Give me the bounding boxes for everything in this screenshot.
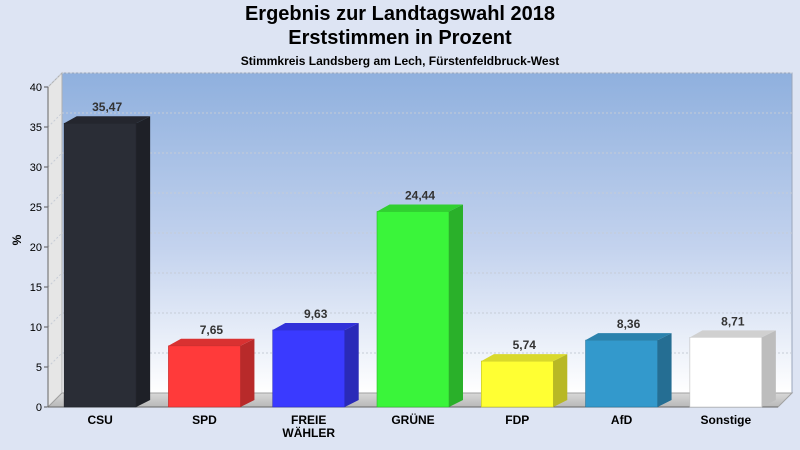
bar-side xyxy=(657,333,672,407)
grid-line-side xyxy=(47,152,63,168)
data-label: 9,63 xyxy=(304,307,328,321)
y-tick-label: 30 xyxy=(30,162,42,174)
bar-top xyxy=(168,338,255,346)
chart-title: Ergebnis zur Landtagswahl 2018 xyxy=(244,3,556,25)
bar-top xyxy=(272,322,359,330)
y-tick-label: 10 xyxy=(30,322,42,334)
bar-top xyxy=(689,330,776,338)
y-axis-label: % xyxy=(10,234,24,245)
x-tick-label: SPD xyxy=(192,413,217,427)
y-tick-label: 35 xyxy=(30,122,42,134)
bar-top xyxy=(481,354,568,362)
y-tick-label: 25 xyxy=(30,202,42,214)
data-label: 7,65 xyxy=(200,323,224,337)
y-tick-label: 5 xyxy=(36,362,42,374)
x-tick-label: WÄHLER xyxy=(282,425,335,440)
data-label: 8,71 xyxy=(721,314,745,328)
x-tick-label: Sonstige xyxy=(701,413,752,427)
bar-side xyxy=(240,338,255,407)
x-tick-label: FDP xyxy=(505,413,529,427)
x-tick-label: CSU xyxy=(87,413,112,427)
bar xyxy=(689,337,763,408)
chart-title-line2: Erststimmen in Prozent xyxy=(288,27,512,49)
bar xyxy=(480,360,554,408)
x-tick-label: AfD xyxy=(611,413,633,427)
data-label: 24,44 xyxy=(405,188,435,202)
grid-line-side xyxy=(47,312,63,328)
bar-top xyxy=(64,116,151,124)
bar-side xyxy=(136,116,151,408)
bar-top xyxy=(585,333,672,341)
x-tick-label: GRÜNE xyxy=(391,412,434,427)
y-tick-label: 0 xyxy=(36,402,42,414)
bar-top xyxy=(377,204,463,212)
y-tick-label: 15 xyxy=(30,282,42,294)
data-label: 5,74 xyxy=(513,338,537,352)
bar-side xyxy=(761,330,776,407)
chart-subtitle: Stimmkreis Landsberg am Lech, Fürstenfel… xyxy=(240,54,560,68)
grid-line-side xyxy=(47,272,63,288)
bar xyxy=(272,329,346,408)
grid-line-side xyxy=(47,112,63,128)
x-tick-label: FREIE xyxy=(291,413,326,427)
data-label: 35,47 xyxy=(92,100,122,114)
bar xyxy=(168,345,241,408)
y-tick-label: 20 xyxy=(30,242,42,254)
bar xyxy=(585,339,658,408)
bar-side xyxy=(449,204,463,407)
grid-line-side xyxy=(47,232,63,248)
grid-line-side xyxy=(47,192,63,208)
grid-line-side xyxy=(47,72,63,88)
grid-line-side xyxy=(47,352,63,368)
bar-side xyxy=(553,354,568,407)
y-tick-label: 40 xyxy=(30,82,42,94)
bar-side xyxy=(344,322,359,407)
bar xyxy=(376,211,450,408)
bar xyxy=(63,122,137,408)
data-label: 8,36 xyxy=(617,317,641,331)
